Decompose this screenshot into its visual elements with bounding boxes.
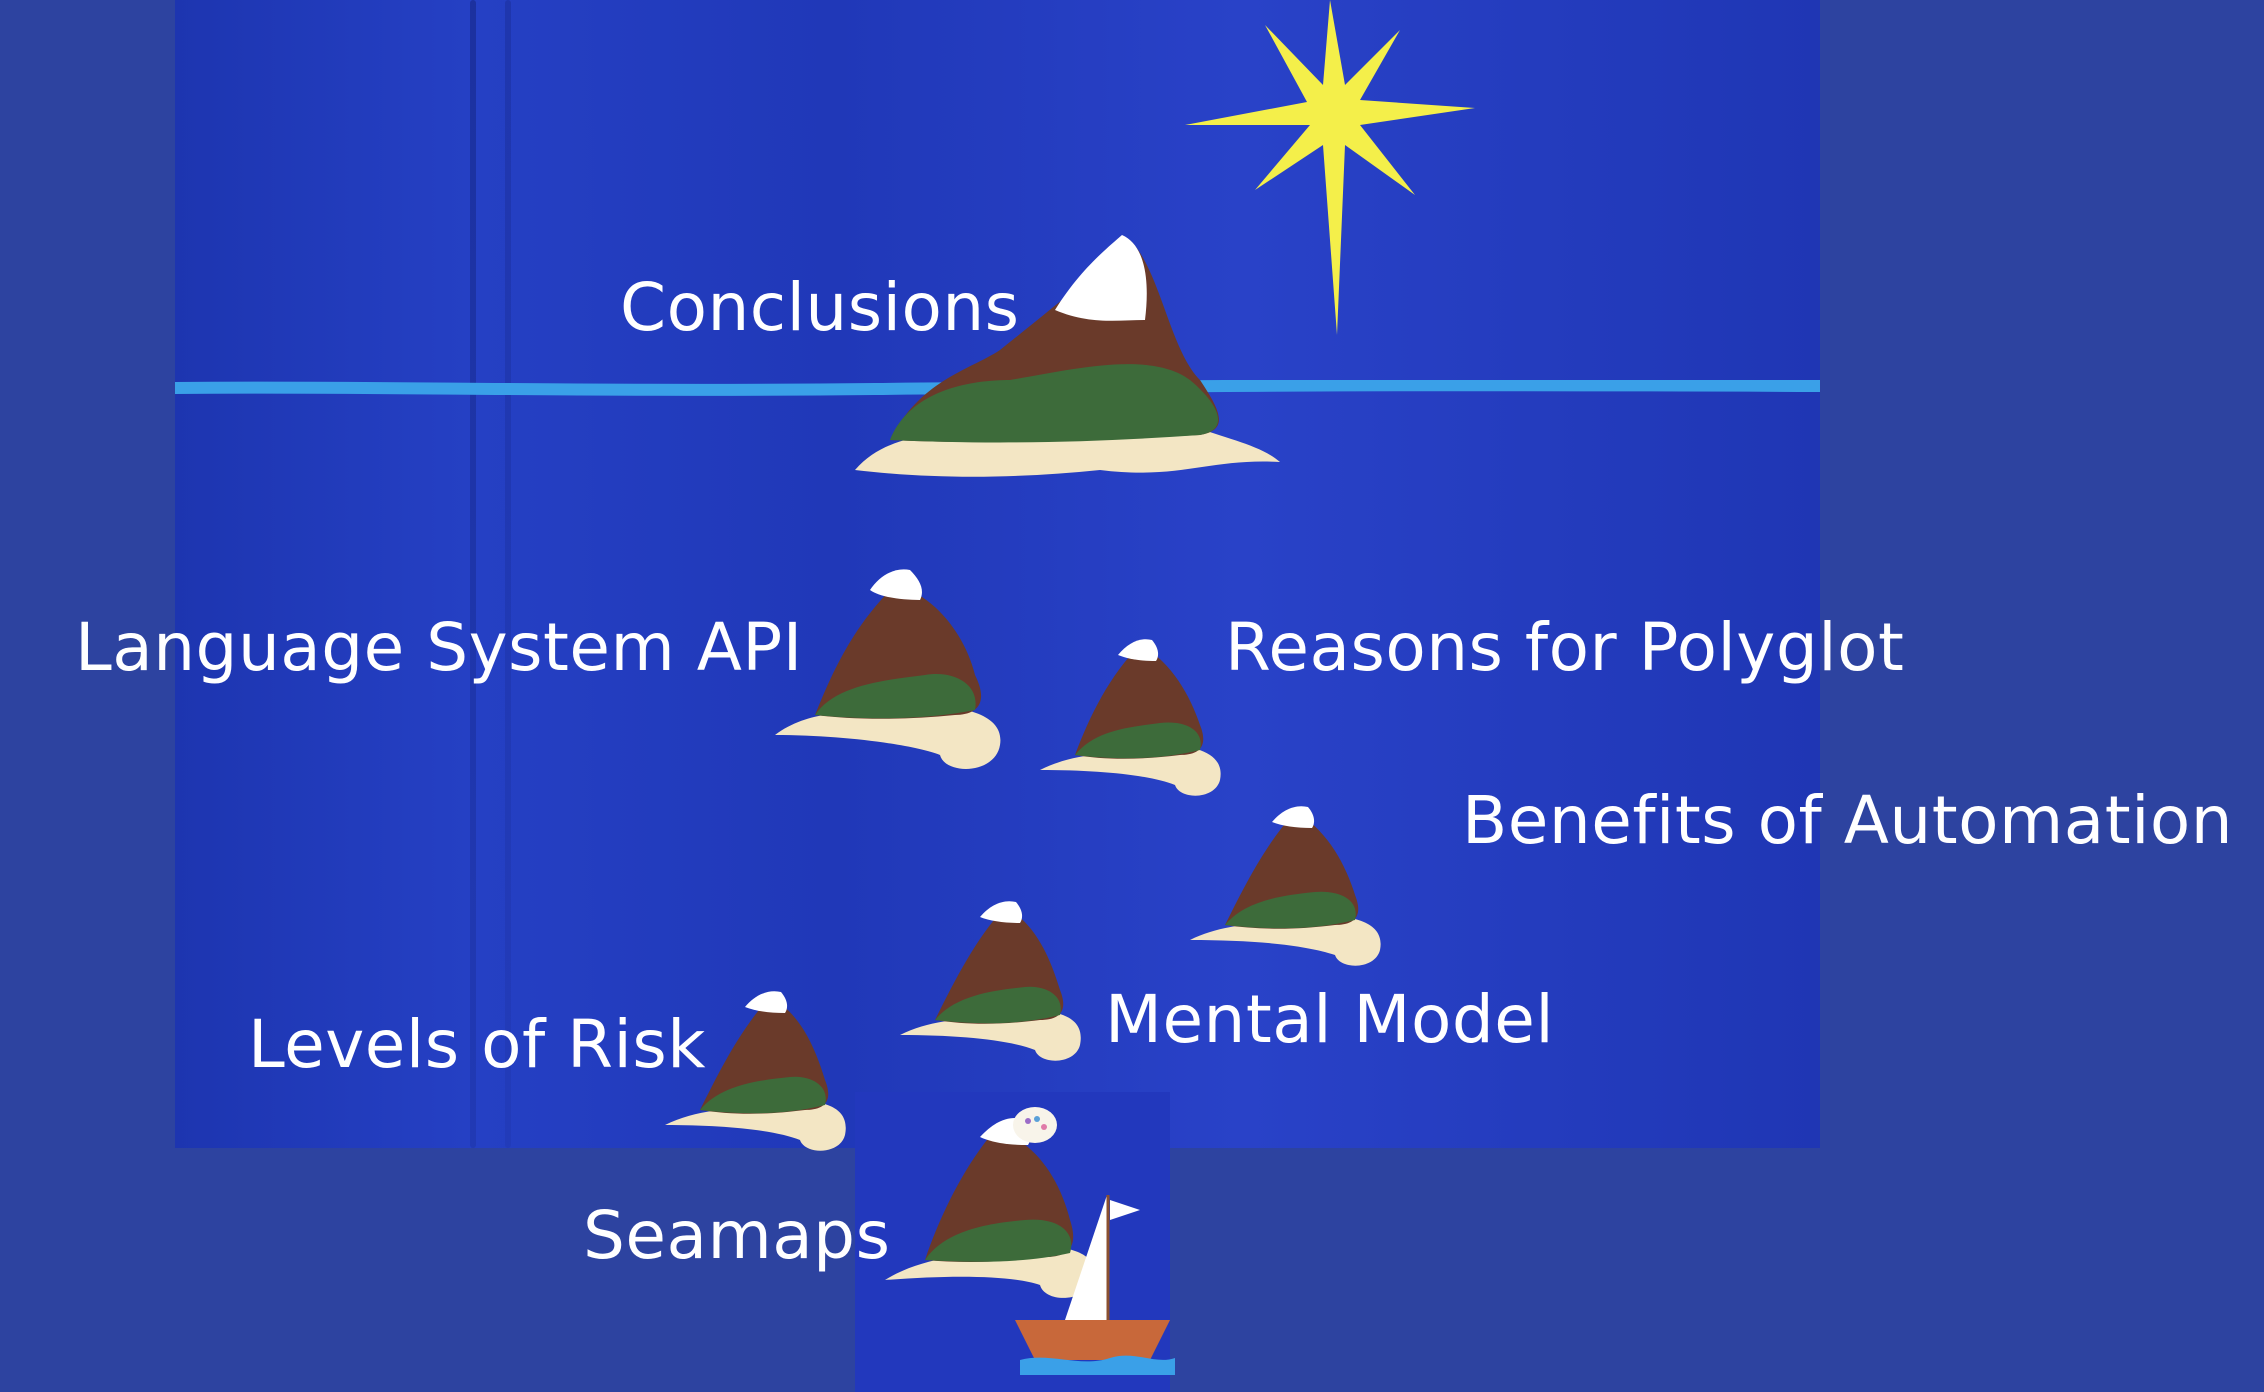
island-icon xyxy=(1040,639,1221,796)
island-icon xyxy=(900,901,1081,1061)
topic-label-reasons-for-polyglot: Reasons for Polyglot xyxy=(1225,609,1905,686)
star-icon xyxy=(1185,0,1475,335)
topic-label-levels-of-risk: Levels of Risk xyxy=(248,1006,706,1083)
felt-crease xyxy=(470,0,476,1148)
topic-label-mental-model: Mental Model xyxy=(1105,981,1555,1058)
sailboat-icon xyxy=(1015,1195,1175,1375)
horizon-line xyxy=(175,380,1820,396)
topic-label-benefits-of-automation: Benefits of Automation xyxy=(1462,782,2234,859)
island-icon xyxy=(1190,806,1381,966)
felt-crease xyxy=(505,0,511,1148)
island-icon xyxy=(775,569,1001,769)
island-icon xyxy=(855,235,1280,477)
topic-label-seamaps: Seamaps xyxy=(583,1197,891,1274)
island-icon xyxy=(665,991,846,1151)
island-icon xyxy=(885,1107,1095,1298)
topic-label-conclusions: Conclusions xyxy=(620,269,1020,346)
topic-label-language-system-api: Language System API xyxy=(75,609,803,686)
